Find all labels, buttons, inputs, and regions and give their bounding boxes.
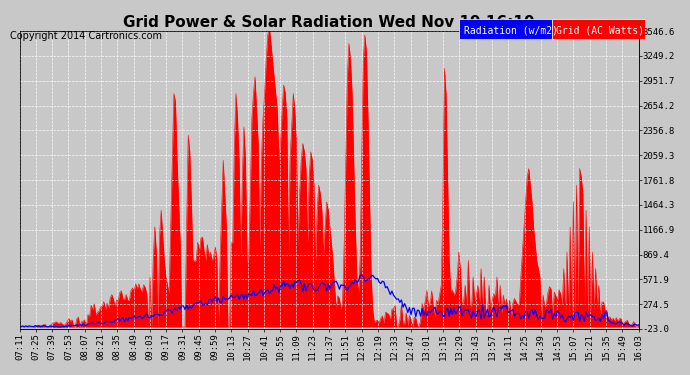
Title: Grid Power & Solar Radiation Wed Nov 19 16:10: Grid Power & Solar Radiation Wed Nov 19 … (124, 15, 535, 30)
Text: Copyright 2014 Cartronics.com: Copyright 2014 Cartronics.com (10, 32, 162, 41)
Text: Radiation (w/m2): Radiation (w/m2) (464, 25, 558, 35)
FancyBboxPatch shape (552, 19, 645, 39)
Text: Grid (AC Watts): Grid (AC Watts) (555, 25, 644, 35)
FancyBboxPatch shape (459, 19, 552, 39)
